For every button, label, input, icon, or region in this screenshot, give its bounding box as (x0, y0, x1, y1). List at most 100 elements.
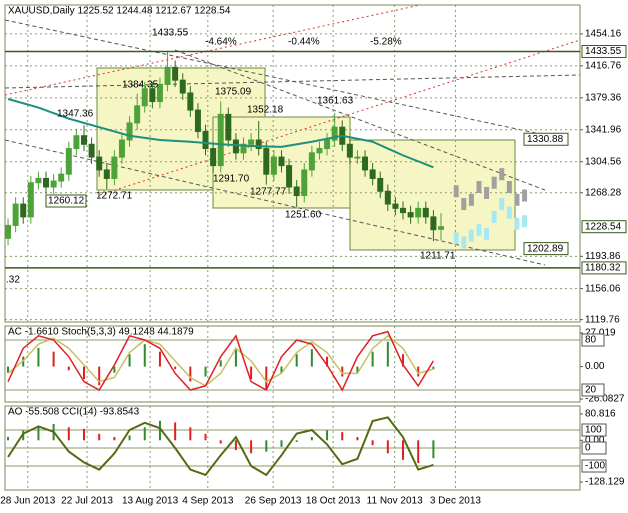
y-tick-label: -128.129 (585, 477, 625, 488)
annotation: 1352.18 (247, 105, 284, 116)
ao-bar (128, 435, 131, 441)
candle-body (179, 79, 186, 94)
y-tick-label: 27.019 (585, 328, 616, 339)
ao-bar (189, 427, 192, 441)
ao-bar (402, 440, 405, 460)
price-marker-box (523, 242, 569, 256)
annotation: .32 (6, 275, 20, 286)
x-tick-label: 22 Jul 2013 (61, 496, 113, 507)
annotation-box (45, 194, 87, 208)
candle-body (80, 135, 87, 145)
forecast-bar (522, 189, 528, 202)
forecast-bar (514, 193, 520, 206)
forecast-bar (499, 198, 505, 211)
annotation: -0.44% (288, 37, 320, 48)
ao-bar (310, 437, 313, 441)
main-panel (4, 4, 581, 323)
ac-bar (356, 366, 359, 373)
ao-bar (265, 440, 268, 452)
ao-bar (371, 440, 374, 446)
forecast-bar (484, 186, 490, 199)
channel-line (174, 49, 546, 191)
stoch-signal (7, 334, 434, 387)
tick-box (581, 423, 607, 437)
ao-bar (82, 428, 85, 441)
annotation: 1291.70 (213, 174, 250, 185)
annotation: -4.64% (205, 37, 237, 48)
price-marker-box (581, 45, 627, 59)
ac-bar (310, 349, 313, 367)
candle-body (377, 177, 384, 192)
forecast-bar (506, 180, 512, 193)
y-tick-label: 1379.36 (585, 92, 622, 103)
y-tick-label: 1341.96 (585, 124, 622, 135)
ac-bar (67, 366, 70, 371)
candle-body (126, 122, 133, 141)
ac-bar (98, 366, 101, 386)
candle-body (20, 203, 27, 218)
y-tick-label: 1193.86 (585, 251, 621, 262)
candle-body (415, 207, 422, 218)
ac-bar (326, 356, 329, 367)
candle-body (369, 169, 376, 179)
tick-box (581, 383, 605, 397)
price-marker-label: 1180.32 (585, 263, 621, 274)
y-tick-label: 0 (585, 443, 591, 454)
range-box (349, 139, 516, 251)
ac-bar (158, 351, 161, 367)
ac-bar (432, 366, 435, 370)
ac-bar (234, 347, 237, 367)
x-tick-label: 4 Sep 2013 (182, 496, 234, 507)
candle-body (187, 92, 194, 111)
candle-body (324, 139, 331, 150)
candle-body (217, 113, 224, 167)
candle-body (316, 148, 323, 154)
candle-body (156, 83, 163, 103)
annotation: 1361.63 (317, 96, 354, 107)
x-tick-label: 18 Oct 2013 (306, 496, 361, 507)
candle-body (149, 88, 156, 103)
candle-body (270, 156, 277, 175)
candle-body (58, 173, 65, 182)
ao-bar (98, 433, 101, 441)
ao-bar (356, 437, 359, 441)
x-tick-label: 11 Nov 2013 (367, 496, 423, 507)
candle-body (437, 226, 444, 230)
forecast-bar (468, 193, 474, 206)
y-tick-label: 20 (585, 385, 597, 396)
moving-average (7, 98, 434, 169)
tick-box (581, 459, 607, 473)
forecast-bar (461, 198, 467, 211)
candle-body (240, 143, 247, 154)
candle-body (134, 105, 141, 124)
ao-bar (204, 433, 207, 441)
candle-body (96, 156, 103, 171)
channel-line (4, 139, 546, 266)
forecast-bar (514, 217, 520, 230)
candle-body (430, 216, 437, 231)
ac-bar (204, 366, 207, 377)
forecast-bar (506, 206, 512, 219)
candle-body (308, 152, 315, 171)
candle-body (12, 203, 19, 226)
candle-body (88, 143, 95, 158)
ac-bar (250, 366, 253, 380)
candle-body (400, 207, 407, 214)
candle-body (65, 148, 72, 175)
y-tick-label: 1454.16 (585, 29, 622, 40)
forecast-bar (499, 168, 505, 181)
candle-body (141, 88, 148, 107)
candle-body (172, 66, 179, 81)
candle-body (43, 177, 50, 188)
ac-bar (143, 344, 146, 367)
ac-bar (280, 366, 283, 373)
candle-body (5, 224, 12, 239)
y-tick-label: 80.816 (585, 409, 616, 420)
ac-bar (219, 360, 222, 367)
ac-bar (52, 351, 55, 367)
ao-bar (341, 432, 344, 441)
annotation: 1384.35 (122, 80, 159, 91)
ao-bar (326, 430, 329, 441)
annotation: 1251.60 (285, 210, 322, 221)
